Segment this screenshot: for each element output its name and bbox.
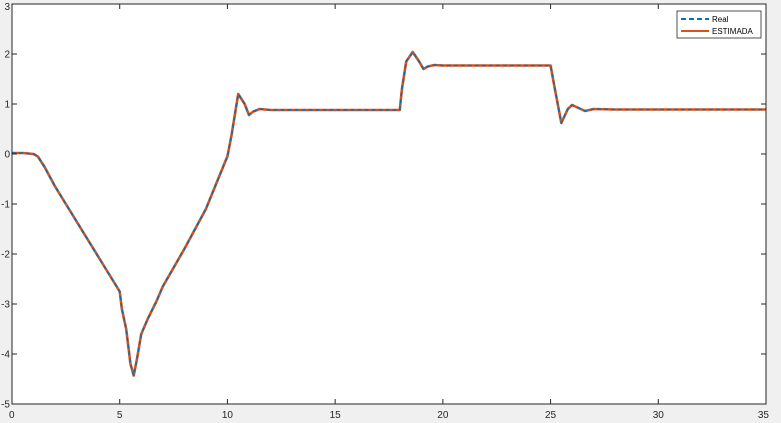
y-tick-label: 3 bbox=[4, 2, 10, 13]
y-tick-label: -1 bbox=[1, 200, 10, 211]
x-tick-label: 25 bbox=[545, 410, 557, 421]
x-tick-label: 10 bbox=[222, 410, 234, 421]
legend-label-real: Real bbox=[712, 15, 729, 24]
y-tick-label: 2 bbox=[4, 50, 10, 61]
legend-label-estimada: ESTIMADA bbox=[712, 27, 754, 36]
tick-layer: 0 5 10 15 20 25 30 35 -5 -4 -3 -2 -1 0 1 2 3 bbox=[1, 2, 769, 421]
y-tick-label: -4 bbox=[1, 350, 10, 361]
legend: Real ESTIMADA bbox=[676, 10, 762, 39]
y-tick-label: 1 bbox=[4, 100, 10, 111]
x-tick-label: 35 bbox=[758, 410, 770, 421]
legend-box bbox=[676, 10, 762, 39]
x-tick-label: 15 bbox=[330, 410, 342, 421]
y-tick-label: 0 bbox=[4, 150, 10, 161]
y-tick-label: -3 bbox=[1, 300, 10, 311]
series-layer bbox=[12, 50, 766, 377]
x-tick-label: 5 bbox=[117, 410, 123, 421]
x-tick-label: 0 bbox=[9, 410, 15, 421]
y-tick-label: -2 bbox=[1, 250, 10, 261]
plot-area bbox=[12, 4, 766, 404]
x-tick-label: 20 bbox=[437, 410, 449, 421]
series-line-real bbox=[12, 51, 766, 377]
x-tick-label: 30 bbox=[653, 410, 665, 421]
y-tick-label: -5 bbox=[1, 400, 10, 411]
